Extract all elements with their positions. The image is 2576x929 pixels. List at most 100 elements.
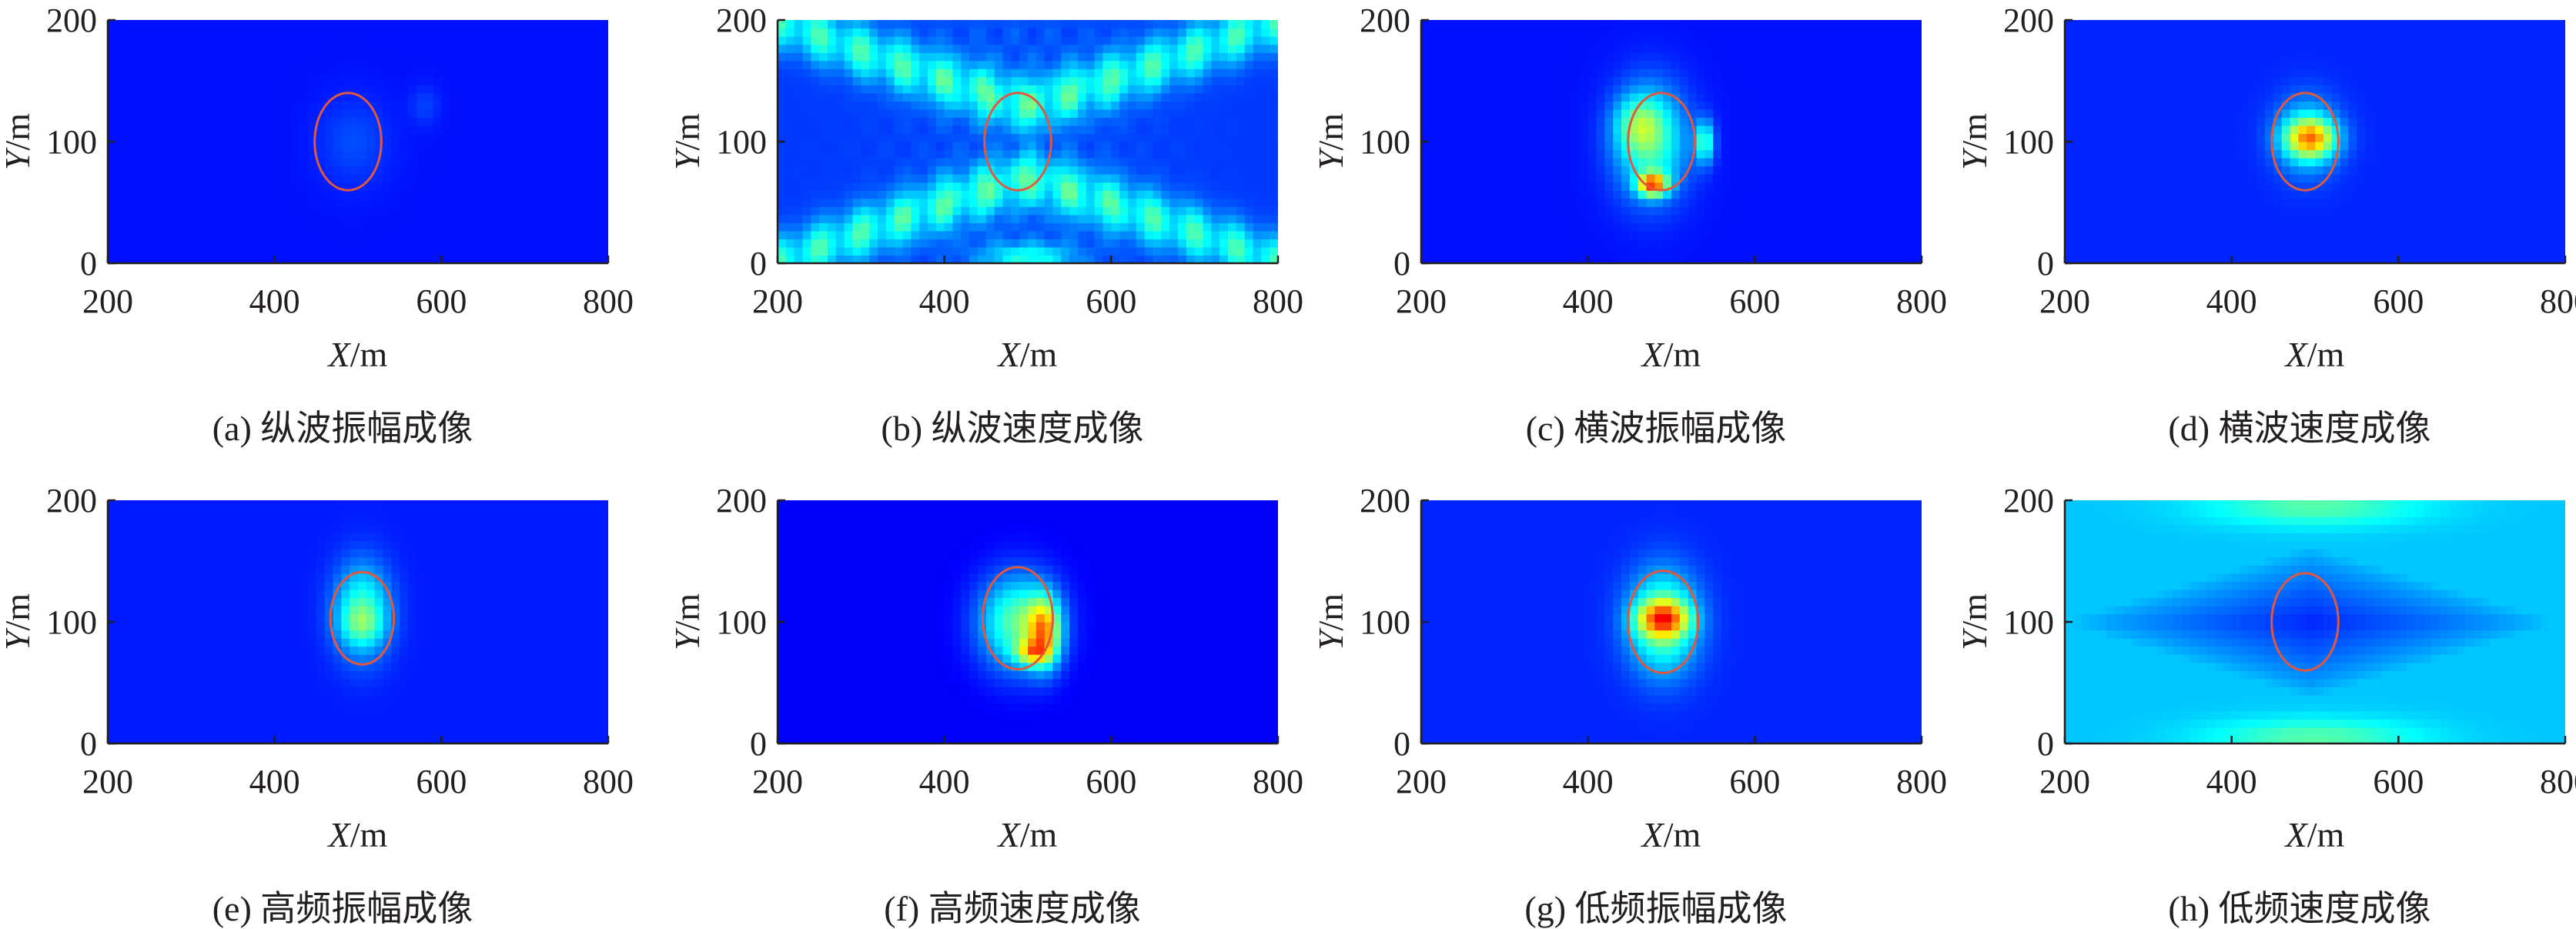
heatmap-cell (341, 142, 350, 151)
heatmap-cell (1429, 190, 1439, 199)
heatmap-cell (424, 28, 434, 37)
heatmap-cell (1421, 230, 1430, 239)
heatmap-cell (400, 52, 409, 62)
heatmap-cell (1546, 165, 1555, 175)
heatmap-cell (483, 109, 492, 118)
heatmap-cell (358, 149, 367, 159)
heatmap-cell (1671, 230, 1681, 239)
heatmap-cell (1738, 198, 1748, 207)
heatmap-cell (574, 158, 584, 167)
heatmap-cell (1788, 142, 1798, 151)
heatmap-cell (852, 117, 861, 126)
heatmap-cell (350, 117, 359, 126)
heatmap-cell (500, 101, 509, 110)
heatmap-cell (550, 85, 559, 94)
heatmap-cell (1537, 182, 1547, 191)
heatmap-cell (1061, 198, 1070, 207)
heatmap-cell (524, 174, 534, 183)
heatmap-cell (885, 165, 895, 175)
heatmap-cell (1771, 149, 1781, 159)
heatmap-cell (541, 190, 550, 199)
heatmap-cell (1244, 133, 1254, 142)
heatmap-cell (1086, 44, 1096, 53)
heatmap-cell (961, 174, 970, 183)
heatmap-cell (508, 246, 517, 256)
heatmap-cell (1261, 69, 1270, 78)
heatmap-cell (1755, 109, 1764, 118)
heatmap-cell (1546, 239, 1555, 248)
heatmap-cell (1779, 230, 1789, 239)
heatmap-cell (1429, 117, 1439, 126)
heatmap-cell (474, 255, 484, 263)
heatmap-cell (1521, 142, 1531, 151)
heatmap-cell (115, 239, 125, 248)
heatmap-cell (1721, 142, 1731, 151)
heatmap-cell (516, 117, 526, 126)
heatmap-cell (1738, 158, 1748, 167)
heatmap-cell (1011, 69, 1020, 78)
heatmap-cell (158, 222, 167, 232)
heatmap-cell (1028, 101, 1037, 110)
heatmap-cell (961, 142, 970, 151)
heatmap-cell (835, 20, 845, 29)
heatmap-cell (1521, 182, 1531, 191)
heatmap-cell (1721, 20, 1731, 29)
heatmap-cell (869, 239, 878, 248)
heatmap-cell (383, 222, 392, 232)
heatmap-cell (1688, 165, 1698, 175)
heatmap-cell (1011, 92, 1020, 102)
heatmap-cell (299, 222, 309, 232)
heatmap-cell (1128, 239, 1137, 248)
heatmap-cell (1421, 142, 1430, 151)
heatmap-cell (1504, 214, 1514, 223)
heatmap-cell (1788, 222, 1798, 232)
heatmap-cell (852, 142, 861, 151)
heatmap-cell (1671, 117, 1681, 126)
heatmap-cell (208, 182, 217, 191)
heatmap-cell (383, 60, 392, 69)
heatmap-cell (1713, 190, 1722, 199)
heatmap-cell (1437, 28, 1447, 37)
heatmap-cell (191, 206, 200, 216)
heatmap-cell (450, 117, 459, 126)
heatmap-cell (1011, 214, 1020, 223)
heatmap-cell (1144, 69, 1154, 78)
heatmap-cell (1587, 133, 1597, 142)
heatmap-cell (1136, 165, 1146, 175)
heatmap-cell (1178, 117, 1187, 126)
heatmap-cell (961, 230, 970, 239)
heatmap-cell (1604, 85, 1614, 94)
heatmap-cell (894, 165, 904, 175)
heatmap-cell (1203, 190, 1212, 199)
heatmap-cell (1446, 20, 1455, 29)
heatmap-cell (516, 174, 526, 183)
heatmap-cell (1194, 117, 1204, 126)
heatmap-cell (208, 158, 217, 167)
heatmap-cell (1621, 214, 1631, 223)
heatmap-cell (1696, 255, 1705, 263)
heatmap-cell (132, 85, 142, 94)
heatmap-cell (1679, 255, 1689, 263)
heatmap-cell (1654, 20, 1664, 29)
heatmap-cell (1587, 60, 1597, 69)
heatmap-cell (1019, 206, 1029, 216)
heatmap-cell (1646, 36, 1655, 45)
heatmap-cell (416, 182, 426, 191)
heatmap-cell (919, 198, 928, 207)
heatmap-cell (166, 255, 176, 263)
heatmap-cell (1144, 206, 1154, 216)
heatmap-cell (274, 117, 284, 126)
heatmap-cell (1696, 92, 1705, 102)
heatmap-cell (1613, 158, 1622, 167)
heatmap-cell (541, 20, 550, 29)
heatmap-cell (1454, 85, 1464, 94)
heatmap-cell (969, 255, 979, 263)
heatmap-cell (441, 117, 450, 126)
heatmap-cell (1738, 125, 1748, 135)
heatmap-cell (1253, 142, 1262, 151)
heatmap-cell (861, 198, 870, 207)
heatmap-cell (1028, 142, 1037, 151)
heatmap-cell (1563, 28, 1572, 37)
heatmap-cell (600, 69, 608, 78)
heatmap-cell (1052, 52, 1062, 62)
